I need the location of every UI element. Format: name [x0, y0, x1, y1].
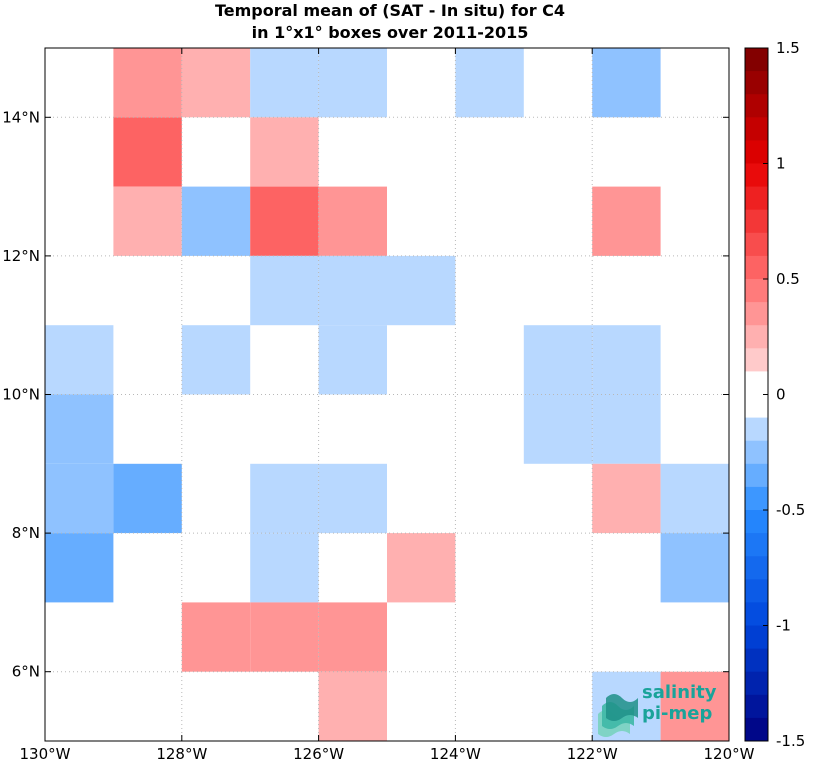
heatmap-cell	[592, 394, 661, 464]
colorbar-segment	[745, 510, 768, 534]
heatmap-cell	[592, 186, 661, 256]
heatmap-cell	[113, 463, 182, 534]
heatmap-cell	[250, 463, 319, 534]
y-tick-label: 6°N	[12, 663, 40, 681]
x-tick-label: 124°W	[430, 745, 481, 763]
colorbar-tick-label: -0.5	[776, 501, 805, 519]
heatmap-cell	[45, 533, 114, 603]
heatmap-cell	[181, 48, 251, 118]
heatmap-cell	[250, 48, 319, 118]
heatmap-cell	[250, 186, 319, 256]
heatmap-cell	[113, 117, 182, 187]
heatmap-cell	[181, 325, 251, 395]
heatmap-cell	[45, 394, 114, 464]
colorbar-segment	[745, 602, 768, 626]
heatmap-cell	[113, 186, 182, 256]
x-tick-label: 126°W	[293, 745, 344, 763]
x-tick-label: 120°W	[704, 745, 755, 763]
colorbar-segment	[745, 671, 768, 696]
chart-title-line-1: Temporal mean of (SAT - In situ) for C4	[214, 1, 566, 20]
colorbar-segment	[745, 440, 768, 465]
colorbar-tick-label: -1.5	[776, 732, 805, 750]
colorbar-segment	[745, 186, 768, 211]
heatmap-cell	[592, 48, 661, 118]
heatmap-cell	[318, 186, 387, 256]
heatmap-cell	[318, 48, 387, 118]
colorbar-tick-label: 0.5	[776, 270, 800, 288]
colorbar-tick-label: 1.5	[776, 39, 800, 57]
colorbar-segment	[745, 417, 768, 442]
colorbar-segment	[745, 533, 768, 557]
heatmap-cell	[592, 325, 661, 395]
salinity-pi-mep-logo: salinity pi-mep	[594, 680, 724, 740]
colorbar-segment	[745, 71, 768, 95]
colorbar: 1.5 1 0.5 0 -0.5 -1 -1.5	[744, 39, 805, 750]
colorbar-segment	[745, 94, 768, 118]
colorbar-segment	[745, 48, 768, 72]
heatmap-cell	[523, 325, 593, 395]
colorbar-segment	[745, 625, 768, 650]
colorbar-segment	[745, 463, 768, 488]
colorbar-segment	[745, 556, 768, 580]
heatmap-cell	[113, 48, 182, 118]
heatmap-cell	[660, 463, 729, 534]
colorbar-tick-label: -1	[776, 617, 791, 635]
chart-title-line-2: in 1°x1° boxes over 2011-2015	[251, 23, 529, 42]
heatmap-cell	[250, 602, 319, 672]
colorbar-segment	[745, 302, 768, 326]
logo-line-2: pi-mep	[642, 703, 713, 724]
heatmap-cell	[45, 463, 114, 534]
colorbar-segment	[745, 348, 768, 372]
heatmap-cell	[318, 671, 387, 741]
salinity-logo-icon	[598, 694, 638, 737]
colorbar-segment	[745, 371, 768, 395]
heatmap-cell	[45, 325, 114, 395]
heatmap-cell	[181, 602, 251, 672]
heatmap-cell	[387, 255, 456, 326]
heatmap-cell	[592, 463, 661, 534]
heatmap-cell	[660, 533, 729, 603]
colorbar-segment	[745, 163, 768, 188]
colorbar-segment	[745, 325, 768, 349]
colorbar-segment	[745, 579, 768, 603]
colorbar-segment	[745, 117, 768, 141]
colorbar-tick-label: 0	[776, 386, 786, 404]
chart-title: Temporal mean of (SAT - In situ) for C4 …	[0, 0, 780, 44]
heatmap-cell	[318, 325, 387, 395]
x-tick-label: 130°W	[20, 745, 71, 763]
colorbar-segment	[745, 648, 768, 673]
logo-line-1: salinity	[642, 682, 717, 703]
colorbar-segment	[745, 140, 768, 164]
y-axis: 6°N 8°N 10°N 12°N 14°N	[2, 108, 729, 681]
y-tick-label: 12°N	[2, 247, 40, 265]
colorbar-tick-label: 1	[776, 155, 786, 173]
y-tick-label: 14°N	[2, 108, 40, 126]
heatmap-cell	[387, 533, 456, 603]
x-tick-label: 122°W	[567, 745, 618, 763]
heatmap-cell	[250, 533, 319, 603]
colorbar-segment	[745, 486, 768, 511]
heatmap-cell	[318, 463, 387, 534]
heatmap-cell	[250, 255, 319, 326]
heatmap-cell	[250, 117, 319, 187]
colorbar-segment	[745, 255, 768, 280]
colorbar-segment	[745, 209, 768, 234]
colorbar-segment	[745, 279, 768, 303]
colorbar-segment	[745, 694, 768, 719]
heatmap-cell	[523, 394, 593, 464]
heatmap-cell	[318, 255, 387, 326]
heatmap-cell	[181, 186, 251, 256]
y-tick-label: 10°N	[2, 386, 40, 404]
colorbar-segment	[745, 394, 768, 419]
colorbar-segment	[745, 232, 768, 257]
heatmap-cell	[318, 602, 387, 672]
x-tick-label: 128°W	[156, 745, 207, 763]
x-axis: 130°W 128°W 126°W 124°W 122°W 120°W	[20, 48, 755, 763]
heatmap-cell	[660, 671, 729, 741]
y-tick-label: 8°N	[12, 524, 40, 542]
logo-text: salinity pi-mep	[642, 682, 717, 724]
colorbar-segment	[745, 717, 768, 742]
heatmap-cell	[455, 48, 524, 118]
